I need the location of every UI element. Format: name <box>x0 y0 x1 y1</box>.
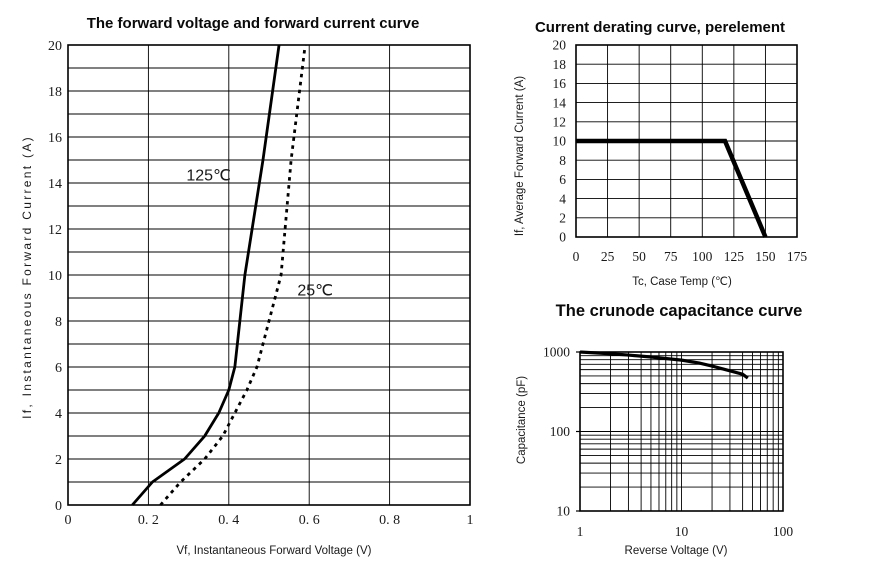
svg-text:0. 2: 0. 2 <box>138 513 159 528</box>
svg-text:4: 4 <box>55 407 62 422</box>
svg-text:50: 50 <box>632 249 646 264</box>
curve-derating <box>576 138 768 238</box>
svg-text:10: 10 <box>675 524 689 539</box>
svg-text:20: 20 <box>553 38 567 53</box>
forward-voltage-current-plot: 0 0. 2 0. 4 0. 6 0. 8 102468101214161820125℃2… <box>48 39 474 528</box>
chart-crunode-capacitance: 1 10 100 10 100 1000 The crunode capacitance … <box>500 290 874 573</box>
x-axis-label-forward-voltage: Vf, Instantaneous Forward Voltage (V) <box>176 545 372 557</box>
x-tick-labels: 1 10 100 <box>577 524 794 539</box>
y-axis-label-forward-current: If, Instantaneous Forward Current (A) <box>20 135 34 419</box>
curve-label-125c: 125℃ <box>186 168 231 185</box>
svg-text:6: 6 <box>55 361 62 376</box>
svg-text:14: 14 <box>48 177 62 192</box>
current-derating-plot: 0 25 50 75 100 125 150 175 0 2 4 6 8 10 12 14 16 18 20 <box>553 38 808 264</box>
chart-title-forward-voltage-current: The forward voltage and forward current … <box>86 15 420 32</box>
svg-text:2: 2 <box>55 453 62 468</box>
svg-text:12: 12 <box>48 223 62 238</box>
svg-text:14: 14 <box>553 95 567 110</box>
svg-text:10: 10 <box>48 269 62 284</box>
svg-text:20: 20 <box>48 39 62 54</box>
y-tick-labels: 0 2 4 6 8 10 12 14 16 18 20 <box>48 39 62 514</box>
svg-text:175: 175 <box>787 249 808 264</box>
svg-text:0: 0 <box>65 513 72 528</box>
svg-text:25: 25 <box>601 249 615 264</box>
svg-text:18: 18 <box>48 85 62 100</box>
chart-title-current-derating: Current derating curve, perelement <box>534 19 786 36</box>
svg-text:0: 0 <box>573 249 580 264</box>
svg-text:16: 16 <box>48 131 62 146</box>
svg-text:2: 2 <box>559 211 566 226</box>
svg-text:100: 100 <box>692 249 713 264</box>
x-axis-label-reverse-voltage: Reverse Voltage (V) <box>624 545 728 557</box>
svg-text:100: 100 <box>550 424 571 439</box>
svg-text:125: 125 <box>724 249 745 264</box>
x-axis-label-case-temp: Tc, Case Temp (℃) <box>632 276 732 288</box>
chart-current-derating: 0 25 50 75 100 125 150 175 0 2 4 6 8 10 12 14 16 18 20 Cur… <box>500 0 874 290</box>
svg-text:0. 8: 0. 8 <box>379 513 400 528</box>
svg-text:0: 0 <box>55 499 62 514</box>
curve-capacitance <box>579 350 749 380</box>
y-axis-label-average-forward-current: If, Average Forward Current (A) <box>514 75 526 237</box>
chart-forward-voltage-current: 0 0. 2 0. 4 0. 6 0. 8 1 0 2 4 6 8 10 12 14 16 18 20 125℃ 2… <box>20 15 474 557</box>
svg-text:150: 150 <box>755 249 776 264</box>
curve-125c <box>131 44 281 506</box>
svg-text:0. 6: 0. 6 <box>299 513 320 528</box>
svg-text:75: 75 <box>664 249 678 264</box>
svg-text:0: 0 <box>559 230 566 245</box>
svg-text:16: 16 <box>553 76 567 91</box>
x-tick-labels: 0 25 50 75 100 125 150 175 <box>573 249 808 264</box>
svg-text:8: 8 <box>559 153 566 168</box>
chart-title-crunode-capacitance: The crunode capacitance curve <box>555 302 803 320</box>
crunode-capacitance-plot: 1 10 100 10 100 1000 <box>543 345 794 539</box>
svg-text:1000: 1000 <box>543 345 570 360</box>
svg-text:4: 4 <box>559 191 566 206</box>
x-tick-labels: 0 0. 2 0. 4 0. 6 0. 8 1 <box>65 513 474 528</box>
svg-text:1: 1 <box>467 513 474 528</box>
y-axis-label-capacitance: Capacitance (pF) <box>516 375 528 465</box>
svg-text:18: 18 <box>553 57 567 72</box>
y-tick-labels: 10 100 1000 <box>543 345 570 519</box>
y-tick-labels: 0 2 4 6 8 10 12 14 16 18 20 <box>553 38 567 245</box>
gridlines <box>580 352 783 511</box>
svg-text:6: 6 <box>559 172 566 187</box>
svg-text:10: 10 <box>557 504 571 519</box>
svg-text:100: 100 <box>773 524 794 539</box>
svg-text:1: 1 <box>577 524 584 539</box>
svg-text:8: 8 <box>55 315 62 330</box>
svg-text:12: 12 <box>553 115 567 130</box>
plot-border <box>67 44 471 506</box>
y-axis-ticks <box>576 351 580 512</box>
curve-25c <box>159 44 307 506</box>
curve-label-25c: 25℃ <box>297 283 333 300</box>
svg-text:10: 10 <box>553 134 567 149</box>
gridlines <box>68 45 470 505</box>
svg-text:0. 4: 0. 4 <box>218 513 239 528</box>
